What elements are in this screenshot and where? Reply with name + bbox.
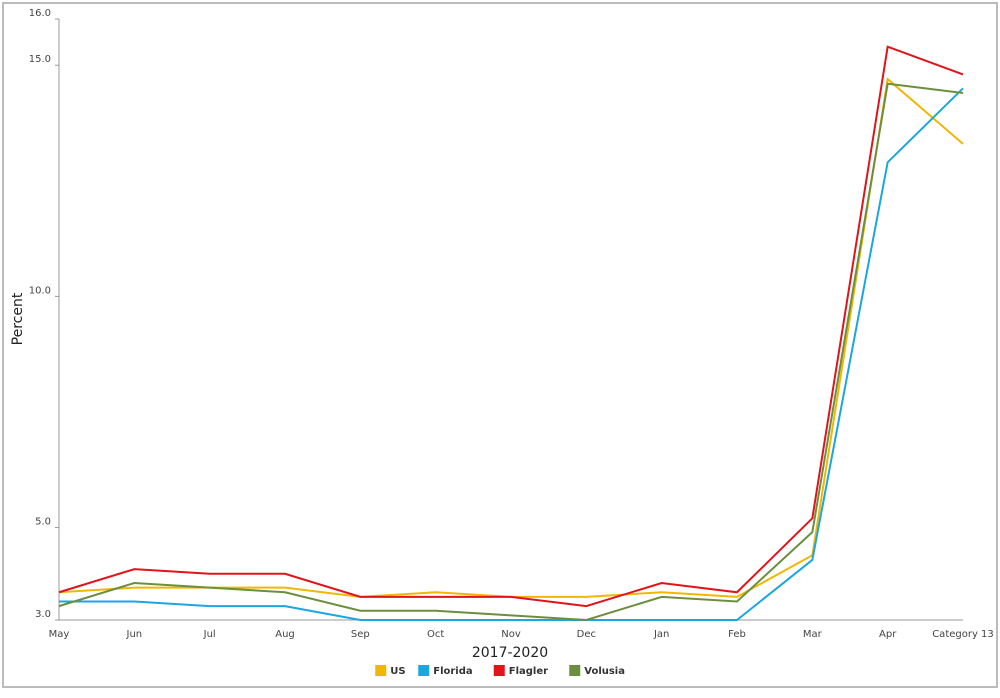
- x-tick-label: Dec: [577, 629, 596, 640]
- x-tick-label: Jan: [653, 629, 669, 640]
- y-tick-label: 16.0: [29, 8, 51, 19]
- series-line: [58, 82, 964, 622]
- series-line: [59, 87, 964, 621]
- frame: [2, 2, 998, 688]
- y-tick-label: 3.0: [35, 609, 51, 620]
- legend-swatch: [569, 665, 581, 676]
- x-tick-label: Mar: [803, 629, 823, 640]
- x-tick-label: Apr: [879, 629, 897, 640]
- x-tick-label: Jun: [126, 629, 143, 640]
- x-tick-label: Category 13: [932, 629, 994, 640]
- legend-label: Florida: [433, 666, 472, 677]
- y-tick-label: 15.0: [29, 54, 51, 65]
- x-axis-label: 2017-2020: [472, 645, 548, 661]
- x-tick-label: Feb: [728, 629, 746, 640]
- legend-label: Volusia: [584, 666, 625, 677]
- x-tick-label: Oct: [427, 629, 444, 640]
- y-tick-label: 10.0: [29, 285, 51, 296]
- x-tick-label: Jul: [203, 629, 216, 640]
- x-tick-label: Nov: [501, 629, 521, 640]
- y-axis-label: Percent: [10, 292, 26, 345]
- y-tick-label: 5.0: [35, 517, 51, 528]
- series-line: [58, 45, 964, 608]
- x-tick-label: Sep: [351, 629, 370, 640]
- x-tick-label: Aug: [275, 629, 295, 640]
- legend-swatch: [418, 665, 430, 676]
- legend-label: US: [390, 666, 405, 677]
- legend-swatch: [375, 665, 387, 676]
- x-tick-label: May: [49, 629, 70, 640]
- legend-swatch: [493, 665, 505, 676]
- legend-label: Flagler: [509, 666, 548, 677]
